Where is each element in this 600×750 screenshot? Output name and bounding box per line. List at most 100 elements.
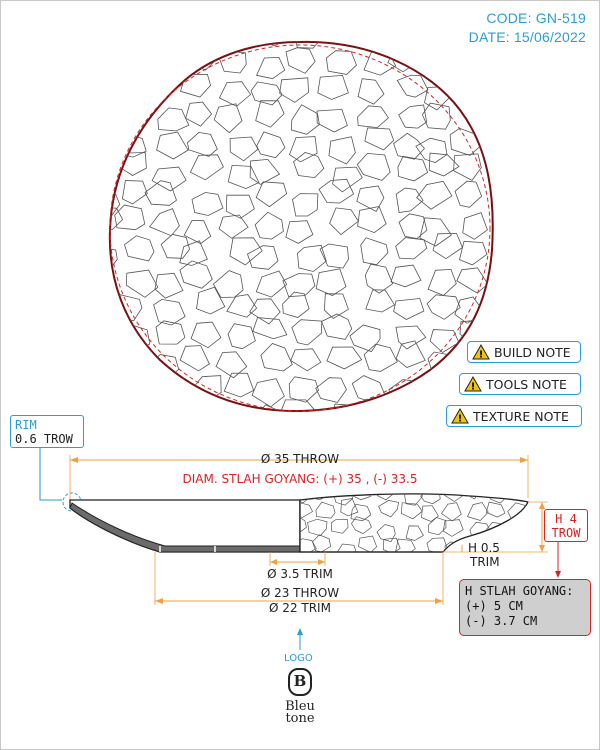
- height-throw-unit: TROW: [551, 526, 581, 540]
- texture-cell: [429, 329, 460, 353]
- texture-cell: [443, 493, 463, 502]
- texture-cell: [428, 152, 460, 177]
- texture-cell: [356, 152, 391, 181]
- texture-cell: [421, 505, 439, 522]
- texture-cell: [315, 501, 336, 519]
- texture-cell: [315, 377, 347, 403]
- texture-cell: [125, 269, 159, 298]
- svg-text:!: !: [479, 350, 484, 361]
- foot-trim-label: Ø 3.5 TRIM: [267, 567, 333, 581]
- base-trim-label: Ø 22 TRIM: [269, 601, 331, 615]
- texture-cell: [336, 543, 358, 552]
- texture-cell: [349, 324, 381, 353]
- texture-cell: [189, 154, 224, 181]
- texture-cell: [153, 298, 186, 326]
- goyang-plus: (+) 5 CM: [465, 599, 523, 613]
- texture-cell: [255, 100, 285, 128]
- texture-cell: [442, 519, 464, 537]
- texture-cell: [212, 270, 244, 298]
- texture-cell: [397, 155, 429, 182]
- texture-cell: [260, 41, 291, 47]
- warning-icon: !: [451, 408, 469, 424]
- texture-cell: [157, 107, 190, 132]
- logo-label: LOGO: [284, 653, 313, 664]
- texture-cell: [398, 213, 428, 239]
- texture-cell: [285, 47, 316, 74]
- texture-cell: [357, 206, 387, 234]
- texture-cell: [109, 247, 118, 274]
- texture-cell: [454, 296, 486, 324]
- texture-cell: [376, 524, 396, 543]
- build-note-button[interactable]: ! BUILD NOTE: [467, 341, 581, 363]
- brand-name-line1: Bleu: [285, 699, 315, 714]
- texture-cell: [405, 525, 424, 541]
- height-trim-label: H 0.5: [468, 541, 500, 555]
- texture-cell: [285, 220, 314, 244]
- texture-cell: [400, 502, 423, 520]
- texture-cell: [365, 289, 396, 313]
- texture-cell: [416, 180, 453, 210]
- texture-cell: [282, 291, 310, 318]
- rim-callout: RIM 0.6 TROW: [10, 415, 84, 448]
- texture-cell: [114, 204, 146, 231]
- texture-cell: [256, 131, 286, 159]
- texture-cell: [288, 376, 319, 403]
- texture-cell: [289, 136, 318, 163]
- diameter-throw-label: Ø 35 THROW: [260, 452, 340, 466]
- texture-cell: [247, 245, 279, 270]
- texture-cell: [300, 515, 307, 534]
- texture-cell: [340, 498, 359, 517]
- tools-note-button[interactable]: ! TOOLS NOTE: [459, 373, 581, 395]
- texture-cell: [179, 345, 210, 372]
- texture-cell: [144, 180, 177, 206]
- texture-cell: [403, 493, 423, 506]
- texture-cell: [229, 136, 259, 162]
- texture-cell: [307, 518, 328, 537]
- drawing-date: DATE: 15/06/2022: [468, 29, 586, 45]
- goyang-minus: (-) 3.7 CM: [465, 614, 538, 628]
- texture-cell: [444, 541, 463, 552]
- texture-cell: [155, 320, 186, 345]
- texture-cell: [179, 73, 212, 98]
- texture-cell: [179, 260, 213, 289]
- texture-cell: [316, 108, 348, 133]
- texture-cell: [454, 180, 483, 208]
- svg-text:!: !: [458, 414, 463, 425]
- height-throw-label: H 4: [555, 512, 577, 526]
- texture-cell: [213, 103, 243, 134]
- texture-cell: [364, 263, 394, 294]
- texture-cell: [467, 502, 489, 521]
- height-throw-callout: H 4 TROW: [544, 509, 588, 542]
- texture-cell: [395, 538, 416, 552]
- brand-logo: B Bleu tone: [278, 668, 322, 728]
- texture-cell: [485, 501, 506, 518]
- texture-cell: [185, 101, 213, 127]
- texture-cell: [121, 180, 148, 205]
- texture-cell: [363, 343, 398, 372]
- texture-cell: [191, 192, 224, 216]
- texture-cell: [151, 166, 187, 192]
- texture-cell: [453, 153, 482, 181]
- texture-cell: [290, 348, 322, 372]
- texture-cell: [187, 131, 218, 157]
- texture-cell: [317, 74, 349, 100]
- texture-note-button[interactable]: ! TEXTURE NOTE: [446, 405, 582, 427]
- texture-cell: [183, 219, 212, 245]
- texture-cell: [260, 343, 293, 372]
- texture-cell: [357, 78, 385, 105]
- height-trim-unit: TRIM: [470, 555, 500, 569]
- texture-note-label: TEXTURE NOTE: [473, 408, 569, 424]
- texture-cell: [227, 323, 256, 350]
- texture-cell: [124, 235, 155, 262]
- texture-cell: [293, 152, 325, 179]
- texture-cell: [254, 404, 287, 412]
- texture-cell: [353, 493, 371, 501]
- texture-cell: [456, 267, 489, 294]
- texture-cell: [332, 166, 363, 193]
- texture-cell: [395, 237, 428, 260]
- texture-cell: [254, 211, 284, 240]
- texture-cell: [462, 212, 488, 240]
- texture-cell: [426, 294, 461, 320]
- texture-cell: [156, 131, 189, 160]
- texture-cell: [190, 321, 222, 349]
